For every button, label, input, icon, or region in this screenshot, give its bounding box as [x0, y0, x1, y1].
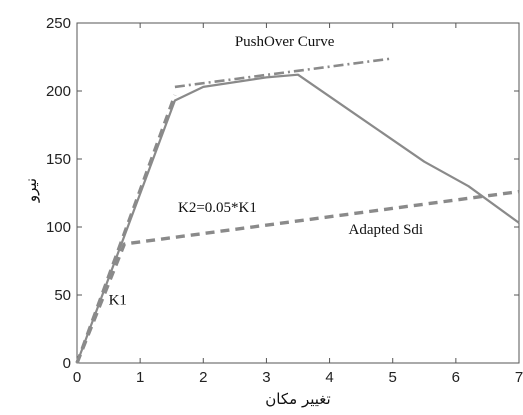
x-tick-label: 5	[389, 369, 397, 386]
y-tick-label: 100	[46, 219, 71, 236]
annotation-label: PushOver Curve	[235, 34, 335, 50]
annotation-label: K2=0.05*K1	[178, 200, 257, 216]
x-tick-label: 0	[73, 369, 81, 386]
y-tick-label: 250	[46, 15, 71, 32]
y-tick-label: 0	[63, 355, 71, 372]
x-axis-title: تغییر مکان	[265, 390, 330, 408]
tick-group: 0 1 2 3 4 5 6 7 0 50 100 150 200 250	[46, 15, 523, 386]
x-tick-label: 6	[452, 369, 460, 386]
y-tick-label: 200	[46, 83, 71, 100]
x-tick-label: 2	[199, 369, 207, 386]
series-line-3	[75, 189, 520, 364]
series-line-4	[75, 94, 177, 364]
annotation-label: K1	[109, 293, 127, 309]
series-line-1	[75, 73, 520, 364]
annotation-label: Adapted Sdi	[349, 222, 424, 238]
y-axis-title: نیرو	[22, 178, 40, 203]
y-tick-label: 150	[46, 151, 71, 168]
x-tick-label: 7	[515, 369, 523, 386]
series-line-2	[174, 57, 393, 89]
series-group	[75, 57, 520, 364]
y-tick-label: 50	[54, 287, 71, 304]
annotation-group: PushOver Curve K2=0.05*K1 Adapted Sdi K1	[109, 34, 424, 308]
x-tick-label: 1	[136, 369, 144, 386]
x-tick-label: 3	[262, 369, 270, 386]
x-tick-label: 4	[325, 369, 333, 386]
plot-area	[76, 22, 520, 364]
